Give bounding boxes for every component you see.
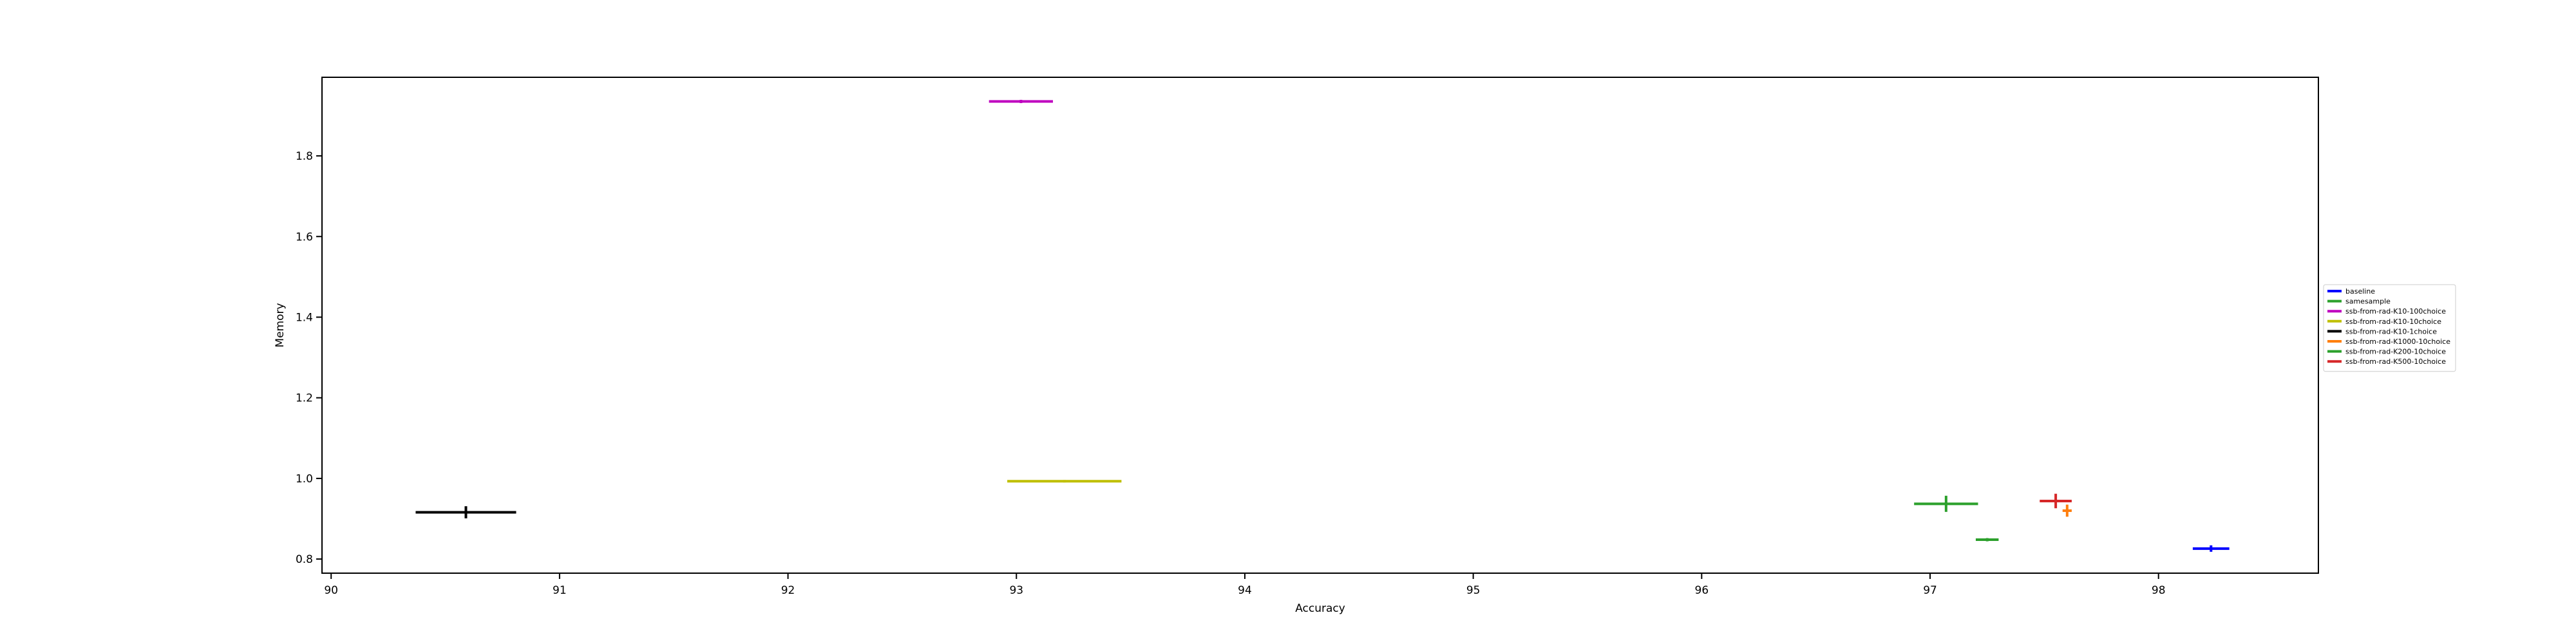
legend-label: ssb-from-rad-K10-100choice bbox=[2345, 307, 2446, 316]
legend-label: ssb-from-rad-K10-10choice bbox=[2345, 317, 2441, 326]
legend-label: ssb-from-rad-K200-10choice bbox=[2345, 348, 2446, 356]
x-tick-label: 90 bbox=[324, 584, 338, 597]
legend-label: ssb-from-rad-K500-10choice bbox=[2345, 357, 2446, 366]
x-tick-label: 95 bbox=[1466, 584, 1481, 597]
x-tick-label: 94 bbox=[1238, 584, 1252, 597]
series-ssb-from-rad-K500-10choice bbox=[2040, 493, 2072, 509]
y-tick-label: 1.2 bbox=[296, 392, 313, 405]
x-tick-label: 92 bbox=[781, 584, 795, 597]
series-ssb-from-rad-K10-1choice bbox=[415, 506, 516, 518]
series-ssb-from-rad-K200-10choice bbox=[1914, 495, 1978, 512]
legend-item: samesample bbox=[2327, 298, 2391, 306]
series-ssb-from-rad-K10-100choice bbox=[989, 100, 1054, 104]
x-tick-label: 97 bbox=[1923, 584, 1937, 597]
legend-item: ssb-from-rad-K500-10choice bbox=[2327, 357, 2446, 366]
chart-marks bbox=[415, 100, 2230, 552]
legend-label: ssb-from-rad-K1000-10choice bbox=[2345, 337, 2450, 346]
legend: baseline samesamplessb-from-rad-K10-100ch… bbox=[2323, 284, 2456, 372]
series-baseline bbox=[2192, 545, 2230, 552]
legend-item: ssb-from-rad-K10-100choice bbox=[2327, 307, 2446, 316]
plot-area-frame bbox=[321, 77, 2319, 574]
legend-item: ssb-from-rad-K200-10choice bbox=[2327, 348, 2446, 356]
y-tick-label: 1.4 bbox=[296, 311, 313, 324]
y-tick-label: 1.0 bbox=[296, 473, 313, 486]
legend-label: baseline bbox=[2345, 287, 2375, 296]
x-axis-label: Accuracy bbox=[1295, 602, 1345, 615]
series-ssb-from-rad-K1000-10choice bbox=[2062, 504, 2072, 517]
y-tick-label: 1.8 bbox=[296, 150, 313, 163]
legend-label: samesample bbox=[2345, 298, 2391, 306]
y-axis-label: Memory bbox=[274, 303, 287, 347]
legend-box bbox=[2323, 284, 2456, 372]
legend-item: ssb-from-rad-K10-1choice bbox=[2327, 327, 2437, 336]
y-tick-label: 1.6 bbox=[296, 231, 313, 243]
x-tick-label: 96 bbox=[1695, 584, 1709, 597]
legend-label: ssb-from-rad-K10-1choice bbox=[2345, 327, 2437, 336]
y-tick-label: 0.8 bbox=[296, 553, 313, 566]
series-ssb-from-rad-K10-10choice bbox=[1007, 480, 1122, 483]
x-tick-label: 98 bbox=[2152, 584, 2166, 597]
x-axis: 90 91 92 93 94 95 96 97 98 bbox=[324, 573, 2166, 597]
x-tick-label: 93 bbox=[1009, 584, 1023, 597]
series-samesample bbox=[1975, 538, 1999, 542]
legend-item: ssb-from-rad-K10-10choice bbox=[2327, 317, 2441, 326]
legend-item: ssb-from-rad-K1000-10choice bbox=[2327, 337, 2450, 346]
y-axis: 0.8 1.0 1.2 1.4 1.6 1.8 bbox=[296, 150, 322, 566]
legend-item: baseline bbox=[2327, 287, 2375, 296]
x-tick-label: 91 bbox=[553, 584, 567, 597]
